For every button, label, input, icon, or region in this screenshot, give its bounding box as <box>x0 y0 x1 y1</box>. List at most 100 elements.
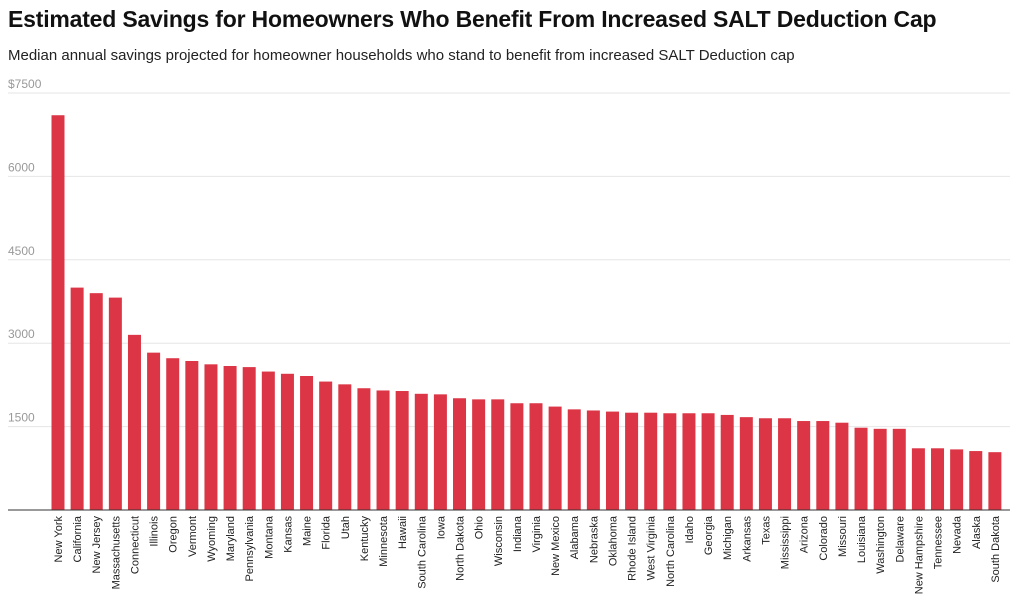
x-tick-label: Maine <box>302 516 314 546</box>
bar <box>644 412 658 510</box>
bar <box>147 352 161 510</box>
y-tick-label: 6000 <box>8 160 35 174</box>
bar <box>51 115 65 511</box>
bar <box>510 403 524 510</box>
y-tick-label: $7500 <box>8 77 42 91</box>
x-tick-label: California <box>72 515 84 562</box>
x-tick-label: Florida <box>321 515 333 550</box>
bar <box>567 409 581 510</box>
x-tick-label: Missouri <box>837 516 849 557</box>
bar <box>185 360 199 510</box>
y-tick-label: 4500 <box>8 244 35 258</box>
bar <box>395 391 409 510</box>
x-tick-label: Louisiana <box>856 515 868 563</box>
bar <box>89 293 103 510</box>
bar <box>797 421 811 510</box>
bar <box>376 390 390 510</box>
x-tick-label: North Dakota <box>455 515 467 581</box>
x-tick-label: Delaware <box>894 516 906 562</box>
x-tick-label: Hawaii <box>397 516 409 549</box>
bar <box>720 414 734 510</box>
x-tick-label: North Carolina <box>665 515 677 587</box>
bars <box>51 115 1002 511</box>
x-tick-label: Kentucky <box>359 516 371 562</box>
bar <box>854 427 868 510</box>
x-tick-label: Arizona <box>799 515 811 553</box>
x-tick-label: Oklahoma <box>607 515 619 566</box>
bar <box>261 371 275 510</box>
x-tick-label: Pennsylvania <box>244 515 256 581</box>
x-tick-label: Montana <box>263 515 275 559</box>
bar <box>223 365 237 510</box>
x-tick-label: Arkansas <box>741 516 753 562</box>
bar <box>280 373 294 510</box>
bar <box>663 413 677 510</box>
bar <box>127 334 141 510</box>
x-tick-label: Georgia <box>703 515 715 555</box>
bar <box>242 367 256 510</box>
bar <box>414 393 428 510</box>
bar <box>816 421 830 510</box>
x-tick-label: New York <box>53 516 65 563</box>
y-tick-label: 3000 <box>8 327 35 341</box>
bar <box>625 412 639 510</box>
x-tick-label: Alabama <box>569 515 581 559</box>
bar <box>357 388 371 510</box>
x-axis-labels: New York California New Jersey Massachusett… <box>53 515 1002 594</box>
x-tick-label: South Carolina <box>416 515 428 589</box>
y-tick-label: 1500 <box>8 411 35 425</box>
bar <box>433 394 447 510</box>
bar <box>739 417 753 510</box>
bar <box>778 418 792 510</box>
bar <box>204 364 218 510</box>
x-tick-label: West Virginia <box>646 515 658 580</box>
bar <box>70 287 84 510</box>
x-tick-label: South Dakota <box>990 515 1002 583</box>
x-tick-label: Colorado <box>818 516 830 561</box>
x-tick-label: Utah <box>340 516 352 539</box>
bar <box>701 413 715 510</box>
x-tick-label: Washington <box>875 516 887 574</box>
x-tick-label: Oregon <box>168 516 180 553</box>
x-tick-label: Alaska <box>971 515 983 549</box>
x-tick-label: Nevada <box>952 515 964 554</box>
x-tick-label: Iowa <box>435 515 447 539</box>
bar <box>166 358 180 510</box>
x-tick-label: Vermont <box>187 516 199 557</box>
x-tick-label: Virginia <box>531 515 543 552</box>
bar <box>319 381 333 510</box>
x-tick-label: Mississippi <box>780 516 792 569</box>
bar <box>529 403 543 510</box>
bar <box>338 384 352 510</box>
bar <box>300 376 314 510</box>
bar <box>911 448 925 510</box>
x-tick-label: Texas <box>760 516 772 545</box>
x-tick-label: Illinois <box>149 516 161 547</box>
bar <box>682 413 696 510</box>
bar <box>873 428 887 510</box>
chart-subtitle: Median annual savings projected for home… <box>8 47 795 64</box>
bar <box>950 449 964 510</box>
x-tick-label: Connecticut <box>129 516 141 574</box>
x-tick-label: Michigan <box>722 516 734 560</box>
bar <box>108 297 122 510</box>
bar <box>988 452 1002 510</box>
bar <box>758 418 772 510</box>
y-axis-ticks: 1500 3000 4500 6000 $7500 <box>8 77 42 425</box>
bar <box>969 451 983 510</box>
x-tick-label: New Jersey <box>91 516 103 574</box>
x-tick-label: Maryland <box>225 516 237 561</box>
x-tick-label: New Hampshire <box>913 516 925 594</box>
x-tick-label: Massachusetts <box>110 516 122 590</box>
bar <box>835 422 849 510</box>
x-tick-label: Wyoming <box>206 516 218 562</box>
x-tick-label: Idaho <box>684 516 696 544</box>
bar <box>472 399 486 510</box>
bar <box>605 411 619 510</box>
x-tick-label: New Mexico <box>550 516 562 576</box>
bar <box>453 398 467 510</box>
x-tick-label: Minnesota <box>378 515 390 567</box>
x-tick-label: Tennessee <box>933 516 945 569</box>
x-tick-label: Rhode Island <box>627 516 639 581</box>
